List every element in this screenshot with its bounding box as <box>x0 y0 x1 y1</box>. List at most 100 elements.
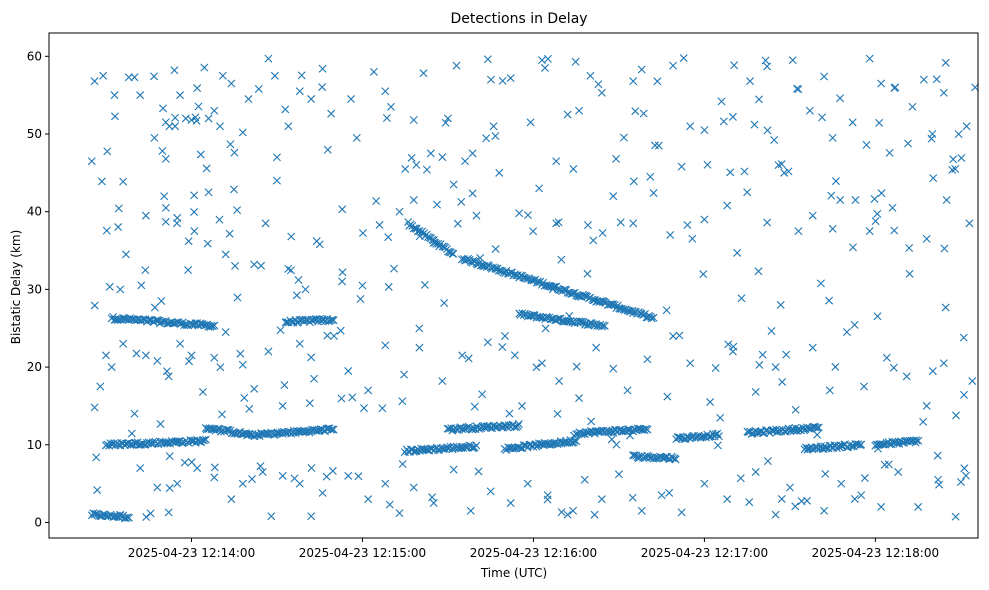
data-point <box>415 232 424 241</box>
data-point <box>256 462 265 471</box>
data-point <box>474 467 483 476</box>
data-point <box>336 326 345 335</box>
data-point <box>639 109 648 118</box>
data-point <box>942 196 951 205</box>
data-point <box>153 483 162 492</box>
data-point <box>927 134 936 143</box>
data-point <box>575 394 584 403</box>
data-point <box>344 471 353 480</box>
data-point <box>468 189 477 198</box>
data-point <box>538 359 546 368</box>
data-point <box>631 107 640 116</box>
data-point <box>190 227 199 236</box>
data-point <box>526 118 535 127</box>
data-point <box>162 367 171 376</box>
data-point <box>540 63 549 72</box>
data-point <box>158 104 167 113</box>
data-point <box>409 196 418 205</box>
data-point <box>850 320 859 329</box>
data-point <box>890 226 899 235</box>
data-point <box>961 471 970 480</box>
data-point <box>538 56 546 65</box>
data-point <box>889 363 898 372</box>
data-point <box>466 506 475 515</box>
data-point <box>160 192 169 201</box>
data-point <box>194 102 203 111</box>
data-point <box>203 239 212 248</box>
data-point <box>509 444 518 453</box>
data-point <box>948 165 957 174</box>
data-point <box>158 146 167 155</box>
x-tick-label: 2025-04-23 12:17:00 <box>641 546 768 560</box>
data-point <box>468 149 477 158</box>
data-point <box>318 64 327 73</box>
data-point <box>295 87 304 96</box>
data-point <box>589 236 598 245</box>
data-point <box>284 264 293 273</box>
data-point <box>951 512 960 521</box>
data-point <box>518 401 527 410</box>
data-point <box>771 510 780 519</box>
data-point <box>643 355 652 364</box>
data-point <box>348 393 357 402</box>
data-point <box>831 362 840 371</box>
data-point <box>686 122 695 131</box>
data-point <box>510 351 519 360</box>
data-point <box>312 237 321 246</box>
data-point <box>87 157 96 166</box>
data-point <box>778 377 787 386</box>
data-point <box>329 332 338 340</box>
data-point <box>599 321 608 330</box>
data-point <box>703 160 712 169</box>
data-point <box>500 332 509 340</box>
data-point <box>699 432 708 441</box>
data-point <box>190 191 199 200</box>
data-point <box>121 250 130 259</box>
data-point <box>307 353 316 362</box>
data-point <box>956 478 965 487</box>
data-point <box>960 464 969 473</box>
data-point <box>137 281 146 290</box>
data-point <box>932 75 941 84</box>
data-point <box>272 176 281 185</box>
data-point <box>385 500 394 509</box>
data-point <box>767 326 776 335</box>
data-point <box>572 362 581 371</box>
data-point <box>200 63 209 72</box>
data-point <box>409 224 418 233</box>
data-point <box>144 316 153 324</box>
data-point <box>825 386 834 395</box>
data-point <box>130 73 139 82</box>
data-point <box>314 317 323 326</box>
data-point <box>102 351 110 360</box>
data-point <box>784 167 793 176</box>
data-point <box>358 229 367 238</box>
data-point <box>523 211 532 220</box>
data-point <box>653 77 662 86</box>
y-axis: 0 10 20 30 40 50 60 <box>27 49 49 529</box>
data-point <box>215 122 224 131</box>
data-point <box>706 398 715 407</box>
data-point <box>433 200 442 209</box>
data-point <box>310 374 319 383</box>
data-point <box>161 217 170 226</box>
data-point <box>612 440 621 449</box>
data-point <box>569 506 578 515</box>
data-point <box>594 80 603 89</box>
data-point <box>294 276 303 284</box>
data-point <box>210 463 219 472</box>
data-point <box>515 209 524 218</box>
data-point <box>871 217 880 226</box>
data-point <box>543 495 552 504</box>
data-point <box>776 300 785 309</box>
data-point <box>267 512 276 521</box>
data-point <box>326 316 335 325</box>
data-point <box>857 440 866 449</box>
data-point <box>307 512 316 521</box>
data-point <box>276 326 285 335</box>
data-point <box>552 157 561 166</box>
data-point <box>592 343 601 352</box>
data-point <box>261 219 270 228</box>
data-point <box>746 77 755 86</box>
data-point <box>199 436 208 445</box>
